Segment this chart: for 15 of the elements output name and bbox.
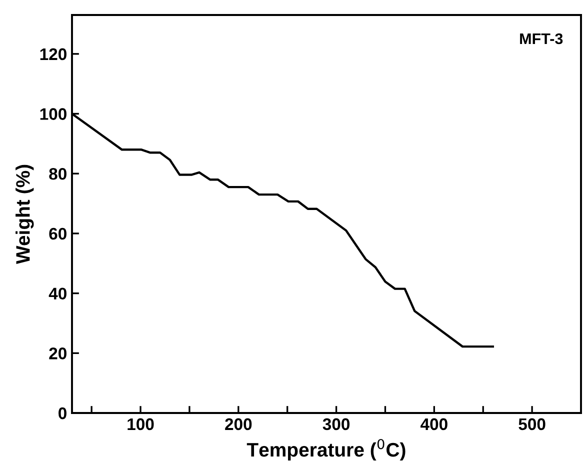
x-tick-label: 500: [518, 418, 546, 430]
y-tick-label: 120: [40, 48, 66, 60]
y-tick-label: 40: [48, 288, 66, 300]
x-axis-title: Temperature ($^{0}$C): [246, 438, 406, 461]
y-tick-label: 20: [49, 348, 66, 360]
y-tick-label: 0: [58, 407, 66, 420]
y-tick-label: 80: [49, 168, 66, 180]
annotation: MFT-3: [520, 33, 563, 44]
y-tick-label: 100: [40, 108, 66, 120]
x-tick-label: 200: [225, 418, 252, 430]
x-tick-label: 300: [322, 418, 350, 430]
y-tick-label: 60: [49, 228, 66, 240]
x-tick-label: 100: [128, 418, 154, 430]
x-tick-label: 400: [420, 418, 448, 430]
y-axis-title: Weight (%): [16, 164, 34, 264]
